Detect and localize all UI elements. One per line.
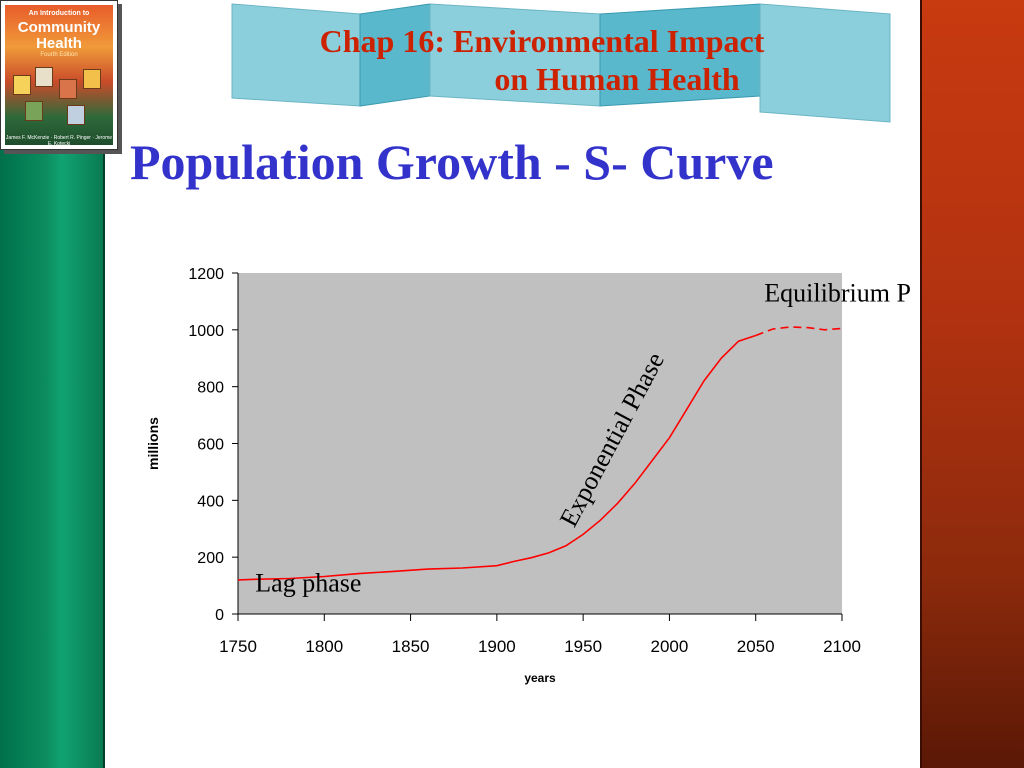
right-decorative-band <box>920 0 1024 768</box>
x-tick-label: 2000 <box>651 637 689 656</box>
plot-area <box>238 273 842 614</box>
x-tick-label: 1750 <box>219 637 257 656</box>
chart-annotation: Equilibrium Phase? <box>764 278 910 307</box>
house-illustration <box>67 105 85 125</box>
y-tick-label: 0 <box>215 607 224 624</box>
book-title-line1: Community <box>17 19 101 36</box>
y-tick-label: 400 <box>197 493 224 510</box>
x-tick-label: 1900 <box>478 637 516 656</box>
house-illustration <box>35 67 53 87</box>
book-authors: James F. McKenzie · Robert R. Pinger · J… <box>5 135 113 145</box>
y-tick-label: 1200 <box>188 266 224 283</box>
book-subtitle: An Introduction to <box>28 10 90 17</box>
house-illustration <box>83 69 101 89</box>
x-tick-label: 2050 <box>737 637 775 656</box>
x-tick-label: 1850 <box>392 637 430 656</box>
population-chart: 0 200 400 600 800 1000 1200 1750 1800 1850 1900 195… <box>145 266 910 685</box>
chapter-title: Chap 16: Environmental Impact on Human H… <box>232 22 852 98</box>
population-curve-line <box>237 334 756 581</box>
y-tick-label: 1000 <box>188 323 224 340</box>
book-cover-art: An Introduction to Community Health Four… <box>5 5 113 145</box>
x-tick-label: 1950 <box>564 637 602 656</box>
chart-annotation: Lag phase <box>255 568 361 597</box>
book-cover: An Introduction to Community Health Four… <box>0 0 118 150</box>
slide-title: Population Growth - S- Curve <box>130 134 774 190</box>
x-axis-title: years <box>524 671 556 685</box>
house-illustration <box>25 101 43 121</box>
y-axis-title: millions <box>145 417 161 470</box>
chapter-title-line2: on Human Health <box>494 61 740 97</box>
house-illustration <box>13 75 31 95</box>
title-ribbon <box>231 3 891 123</box>
y-tick-label: 200 <box>197 550 224 567</box>
book-title-line2: Health <box>36 35 82 52</box>
chapter-title-line1: Chap 16: Environmental Impact <box>319 23 765 59</box>
x-tick-label: 2100 <box>823 637 861 656</box>
x-tick-label: 1800 <box>305 637 343 656</box>
y-tick-label: 600 <box>197 437 224 454</box>
house-illustration <box>59 79 77 99</box>
book-edition: Fourth Edition <box>40 52 78 58</box>
y-tick-label: 800 <box>197 380 224 397</box>
projected-curve-line <box>755 326 843 337</box>
